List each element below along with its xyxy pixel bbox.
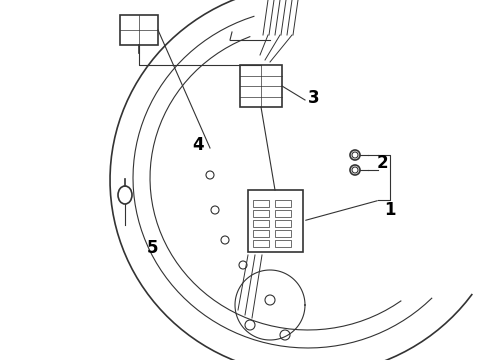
FancyBboxPatch shape [248,190,303,252]
FancyBboxPatch shape [275,210,291,217]
FancyBboxPatch shape [253,220,269,227]
FancyBboxPatch shape [275,230,291,237]
Text: 1: 1 [384,201,396,219]
FancyBboxPatch shape [253,240,269,247]
FancyBboxPatch shape [275,220,291,227]
Text: 5: 5 [146,239,158,257]
FancyBboxPatch shape [253,210,269,217]
Text: 4: 4 [192,136,204,154]
FancyBboxPatch shape [120,15,158,45]
FancyBboxPatch shape [275,200,291,207]
Text: 2: 2 [376,154,388,172]
Ellipse shape [118,186,132,204]
FancyBboxPatch shape [240,65,282,107]
FancyBboxPatch shape [275,240,291,247]
FancyBboxPatch shape [253,200,269,207]
Text: 3: 3 [308,89,320,107]
FancyBboxPatch shape [253,230,269,237]
